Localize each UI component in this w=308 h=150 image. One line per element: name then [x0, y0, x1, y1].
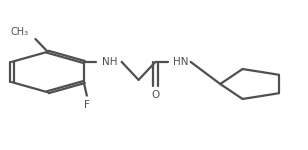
- Text: O: O: [152, 90, 160, 100]
- Text: NH: NH: [102, 57, 118, 67]
- Text: CH₃: CH₃: [10, 27, 29, 37]
- Text: F: F: [84, 100, 90, 110]
- Text: HN: HN: [173, 57, 188, 67]
